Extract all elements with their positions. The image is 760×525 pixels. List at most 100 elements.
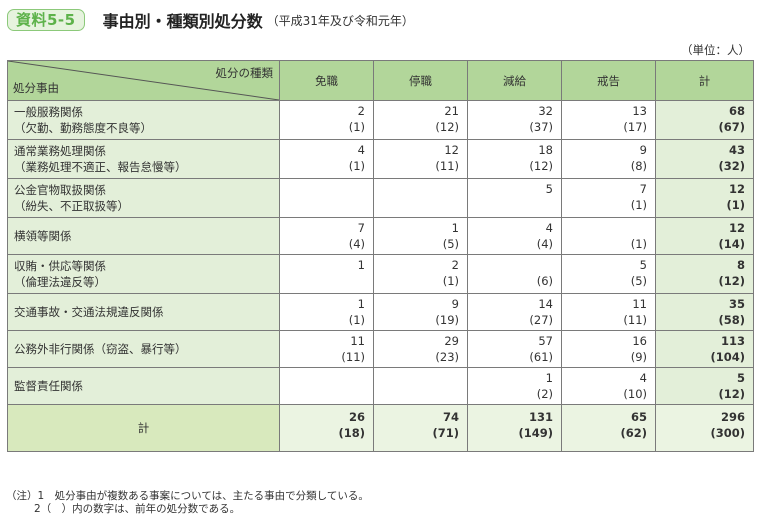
previous-count: (12)	[718, 274, 745, 288]
previous-count: (1)	[442, 274, 459, 288]
table-row: 公務外非行関係（窃盗、暴行等） 11 (11) 29 (23) 57 (61) 16 (9) 11…	[7, 330, 754, 368]
previous-count	[382, 197, 459, 213]
col-header-pay-cut: 減給	[467, 60, 562, 101]
previous-count: (12)	[435, 120, 459, 134]
previous-count	[382, 386, 459, 402]
count-cell: 1	[279, 254, 374, 294]
previous-count: (12)	[529, 159, 553, 173]
previous-count: (12)	[718, 387, 745, 401]
count-cell: 1 (2)	[467, 367, 562, 405]
previous-count: (5)	[442, 237, 459, 251]
count-cell: 32 (37)	[467, 100, 562, 140]
count-cell: 13 (17)	[561, 100, 656, 140]
previous-count: (4)	[348, 237, 365, 251]
count-cell: 57 (61)	[467, 330, 562, 368]
previous-count: (14)	[718, 237, 745, 251]
reason-name: 収賄・供応等関係	[14, 259, 106, 273]
count-cell: 12 (11)	[373, 139, 468, 179]
reason-name: 一般服務関係	[14, 105, 83, 119]
figure-badge: 資料5-5	[7, 9, 85, 31]
current-count: 131	[528, 410, 553, 424]
reason-name: 交通事故・交通法規違反関係	[14, 305, 164, 319]
table-row: 交通事故・交通法規違反関係 1 (1) 9 (19) 14 (27) 11 (11) 35 (58)	[7, 293, 754, 331]
total-row: 計 26 (18) 74 (71) 131 (149) 65 (62) 296 (300)	[7, 404, 754, 452]
count-cell: 2 (1)	[373, 254, 468, 294]
current-count: 9	[451, 297, 459, 311]
count-cell: 26 (18)	[279, 404, 374, 452]
header-row: 処分の種類 処分事由 免職 停職 減給 戒告 計	[7, 60, 754, 101]
diagonal-line-icon	[8, 61, 279, 100]
current-count: 32	[538, 104, 553, 118]
count-cell: 5 (5)	[561, 254, 656, 294]
current-count: 4	[639, 371, 647, 385]
count-cell: 21 (12)	[373, 100, 468, 140]
current-count: 14	[538, 297, 553, 311]
previous-count: (5)	[630, 274, 647, 288]
current-count	[382, 181, 459, 197]
table-row: 通常業務処理関係 （業務処理不適正、報告怠慢等） 4 (1) 12 (11) 18 (12) 9…	[7, 139, 754, 179]
count-cell: 1 (1)	[279, 293, 374, 331]
previous-count: (61)	[529, 350, 553, 364]
total-cell: 5 (12)	[655, 367, 754, 405]
current-count: 2	[451, 258, 459, 272]
previous-count: (149)	[518, 426, 553, 440]
previous-count: (1)	[726, 198, 745, 212]
current-count: 65	[630, 410, 647, 424]
total-cell: 12 (1)	[655, 178, 754, 218]
current-count: 8	[736, 258, 745, 272]
count-cell: 7 (1)	[561, 178, 656, 218]
previous-count: (11)	[435, 159, 459, 173]
count-cell: 14 (27)	[467, 293, 562, 331]
previous-count: (10)	[623, 387, 647, 401]
previous-count: (27)	[529, 313, 553, 327]
page-subtitle: （平成31年及び令和元年）	[266, 13, 414, 28]
table-row: 公金官物取扱関係 （紛失、不正取扱等） 5 7 (1) 12 (1)	[7, 178, 754, 218]
previous-count: (37)	[529, 120, 553, 134]
previous-count: (1)	[348, 120, 365, 134]
current-count: 1	[451, 221, 459, 235]
total-cell: 35 (58)	[655, 293, 754, 331]
previous-count: (1)	[348, 159, 365, 173]
col-header-suspension: 停職	[373, 60, 468, 101]
reason-name: 公務外非行関係（窃盗、暴行等）	[14, 342, 187, 356]
previous-count: (58)	[718, 313, 745, 327]
current-count: 74	[442, 410, 459, 424]
current-count: 4	[545, 221, 553, 235]
reason-name: 通常業務処理関係	[14, 144, 106, 158]
col-header-dismissal: 免職	[279, 60, 374, 101]
page-title: 事由別・種類別処分数	[102, 12, 263, 31]
row-label: 交通事故・交通法規違反関係	[7, 293, 280, 331]
total-cell: 12 (14)	[655, 217, 754, 255]
current-count	[288, 370, 365, 386]
unit-label: （単位：人）	[681, 43, 750, 57]
count-cell: 4 (10)	[561, 367, 656, 405]
reason-name: 横領等関係	[14, 229, 72, 243]
footnote-1: （注）1 処分事由が複数ある事案については、主たる事由で分類している。	[6, 490, 369, 502]
row-label: 計	[7, 404, 280, 452]
count-cell: 5	[467, 178, 562, 218]
reason-detail: （欠勤、勤務態度不良等）	[14, 121, 152, 135]
total-cell: 8 (12)	[655, 254, 754, 294]
previous-count	[476, 197, 553, 213]
previous-count: (2)	[536, 387, 553, 401]
row-label: 収賄・供応等関係 （倫理法違反等）	[7, 254, 280, 294]
current-count: 13	[632, 104, 647, 118]
total-cell: 113 (104)	[655, 330, 754, 368]
current-count: 16	[632, 334, 647, 348]
current-count: 5	[639, 258, 647, 272]
previous-count	[288, 197, 365, 213]
count-cell	[373, 367, 468, 405]
current-count: 68	[728, 104, 745, 118]
disciplinary-table: 処分の種類 処分事由 免職 停職 減給 戒告 計 一般服務関係 （欠勤、勤務態度不…	[7, 60, 754, 452]
current-count: 26	[348, 410, 365, 424]
previous-count: (62)	[620, 426, 647, 440]
count-cell: 2 (1)	[279, 100, 374, 140]
previous-count: (300)	[710, 426, 745, 440]
col-header-reprimand: 戒告	[561, 60, 656, 101]
current-count: 5	[736, 371, 745, 385]
reason-name: 公金官物取扱関係	[14, 183, 106, 197]
current-count: 11	[350, 334, 365, 348]
previous-count	[288, 386, 365, 402]
count-cell	[373, 178, 468, 218]
count-cell: (6)	[467, 254, 562, 294]
